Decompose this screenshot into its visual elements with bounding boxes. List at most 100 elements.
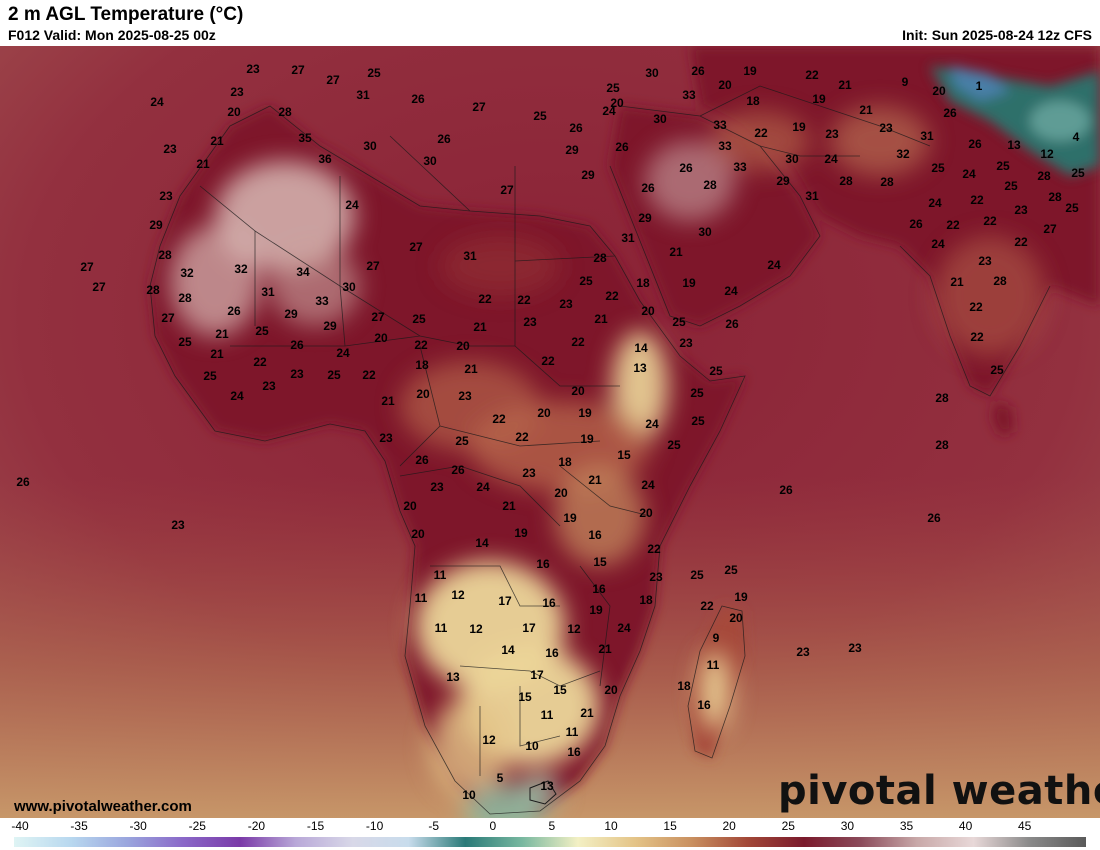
temp-label: 22	[969, 300, 983, 314]
colorbar-legend: -40 -35 -30 -25 -20 -15 -10 -5 0 5 10 15 20 25 30 35 40 4…	[0, 818, 1100, 850]
temp-label: 16	[545, 646, 559, 660]
colorbar-tick-label: -30	[129, 819, 147, 833]
temp-label: 24	[931, 237, 945, 251]
temp-label: 24	[336, 346, 350, 360]
temp-label: 23	[262, 379, 276, 393]
temp-label: 15	[617, 448, 631, 462]
temp-label: 21	[950, 275, 964, 289]
temp-label: 26	[725, 317, 739, 331]
temp-label: 26	[909, 217, 923, 231]
temp-label: 21	[594, 312, 608, 326]
temp-label: 21	[588, 473, 602, 487]
srilanka-land	[992, 401, 1014, 436]
temp-label: 16	[542, 596, 556, 610]
temp-label: 31	[920, 129, 934, 143]
temp-label: 22	[571, 335, 585, 349]
temp-label: 30	[423, 154, 437, 168]
temp-label: 24	[824, 152, 838, 166]
temp-label: 22	[970, 193, 984, 207]
temp-label: 20	[456, 339, 470, 353]
temp-label: 29	[149, 218, 163, 232]
temp-label: 13	[446, 670, 460, 684]
temp-label: 21	[838, 78, 852, 92]
temp-label: 28	[880, 175, 894, 189]
temp-label: 25	[455, 434, 469, 448]
colorbar-tick-label: 30	[840, 819, 855, 833]
temp-label: 26	[569, 121, 583, 135]
temp-label: 23	[246, 62, 260, 76]
temp-label: 18	[639, 593, 653, 607]
map-title: 2 m AGL Temperature (°C)	[8, 4, 244, 25]
temp-label: 20	[537, 406, 551, 420]
temp-label: 20	[374, 331, 388, 345]
temp-label: 11	[434, 621, 448, 635]
temp-label: 22	[805, 68, 819, 82]
temp-label: 23	[522, 466, 536, 480]
temp-label: 23	[649, 570, 663, 584]
temp-label: 27	[500, 183, 514, 197]
temp-label: 26	[691, 64, 705, 78]
temp-label: 15	[593, 555, 607, 569]
temp-label: 30	[342, 280, 356, 294]
temp-label: 22	[492, 412, 506, 426]
temp-label: 27	[371, 310, 385, 324]
temperature-field	[0, 46, 1100, 818]
temp-label: 23	[848, 641, 862, 655]
temp-label: 28	[935, 438, 949, 452]
temp-label: 25	[1071, 166, 1085, 180]
temp-label: 27	[161, 311, 175, 325]
temp-label: 10	[525, 739, 539, 753]
temp-label: 20	[571, 384, 585, 398]
temp-label: 23	[1014, 203, 1028, 217]
website-credit[interactable]: www.pivotalweather.com	[14, 798, 192, 815]
colorbar-tick-label: 15	[663, 819, 677, 833]
temp-label: 15	[553, 683, 567, 697]
colorbar-tick-label: -25	[188, 819, 206, 833]
temp-label: 11	[540, 708, 554, 722]
colorbar-tick-label: -10	[365, 819, 384, 833]
temp-label: 12	[567, 622, 581, 636]
temp-label: 29	[776, 174, 790, 188]
temp-label: 25	[691, 414, 705, 428]
temp-label: 21	[859, 103, 873, 117]
temp-label: 25	[579, 274, 593, 288]
temp-label: 23	[379, 431, 393, 445]
temp-label: 15	[518, 690, 532, 704]
temp-label: 21	[210, 347, 224, 361]
temp-label: 33	[718, 139, 732, 153]
temp-label: 26	[679, 161, 693, 175]
temp-label: 16	[697, 698, 711, 712]
temp-label: 28	[146, 283, 160, 297]
temp-label: 16	[536, 557, 550, 571]
temp-label: 26	[415, 453, 429, 467]
temp-label: 24	[602, 104, 616, 118]
temp-label: 23	[825, 127, 839, 141]
temp-label: 27	[472, 100, 486, 114]
temp-label: 23	[523, 315, 537, 329]
temp-label: 31	[463, 249, 477, 263]
temp-label: 27	[291, 63, 305, 77]
temp-label: 22	[983, 214, 997, 228]
temp-label: 19	[682, 276, 696, 290]
temp-label: 21	[381, 394, 395, 408]
temp-label: 28	[935, 391, 949, 405]
temp-label: 20	[729, 611, 743, 625]
temp-label: 25	[178, 335, 192, 349]
temp-label: 23	[290, 367, 304, 381]
temp-label: 18	[415, 358, 429, 372]
temp-label: 11	[565, 725, 579, 739]
colorbar-tick-label: 35	[899, 819, 914, 833]
temp-label: 13	[633, 361, 647, 375]
temp-label: 23	[679, 336, 693, 350]
colorbar-tick-label: -5	[428, 819, 440, 833]
temp-label: 22	[414, 338, 428, 352]
temp-label: 20	[610, 96, 624, 110]
temp-label: 25	[533, 109, 547, 123]
temp-label: 24	[724, 284, 738, 298]
temp-label: 24	[641, 478, 655, 492]
temperature-map[interactable]: 23 27 27 25 24 23 20 28 31 26 27 25 26 24 25 20 30 26 19 22…	[0, 46, 1100, 818]
temp-label: 24	[345, 198, 359, 212]
colorbar-tick-label: -35	[70, 819, 88, 833]
temp-label: 25	[724, 563, 738, 577]
temp-label: 28	[1037, 169, 1051, 183]
